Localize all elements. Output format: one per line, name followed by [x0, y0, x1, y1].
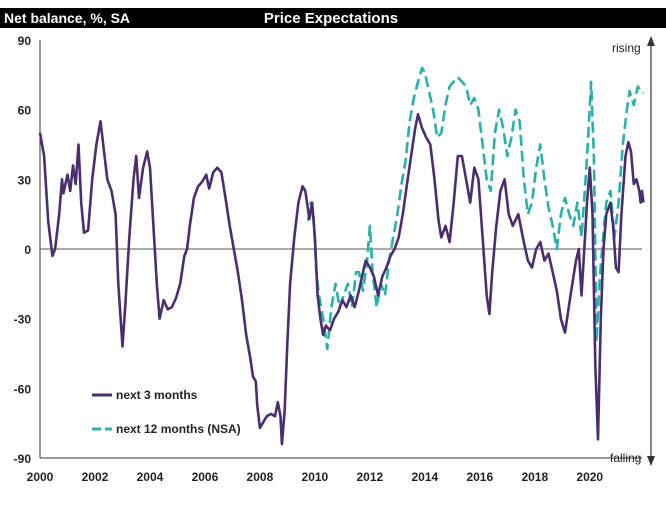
arrow-up-icon: [647, 36, 655, 46]
x-tick-label: 2004: [137, 470, 164, 484]
y-tick-label: 60: [18, 104, 32, 118]
x-tick-label: 2014: [411, 470, 438, 484]
x-tick-label: 2020: [576, 470, 603, 484]
x-tick-label: 2000: [27, 470, 54, 484]
y-tick-label: -60: [14, 382, 32, 396]
y-tick-label: -90: [14, 452, 32, 466]
x-tick-label: 2018: [521, 470, 548, 484]
annotation-rising: rising: [612, 41, 641, 55]
header-background: [0, 8, 666, 28]
legend-entry-next-3-months: next 3 months: [92, 388, 198, 402]
x-tick-label: 2012: [357, 470, 384, 484]
y-tick-labels: 90 60 30 0 -30 -60 -90: [14, 34, 32, 466]
x-tick-label: 2008: [247, 470, 274, 484]
y-tick-label: -30: [14, 313, 32, 327]
annotation-falling: falling: [610, 451, 641, 465]
x-tick-label: 2006: [192, 470, 219, 484]
unit-label: Net balance, %, SA: [4, 10, 130, 26]
chart-title: Price Expectations: [264, 10, 398, 27]
series-line-next-3-months: [38, 113, 645, 446]
x-tick-label: 2002: [82, 470, 109, 484]
legend-label-next-3-months: next 3 months: [116, 388, 198, 402]
arrow-down-icon: [647, 456, 655, 466]
y-tick-label: 90: [18, 34, 32, 48]
x-tick-label: 2010: [302, 470, 329, 484]
legend-entry-next-12-months: next 12 months (NSA): [92, 422, 241, 436]
x-tick-label: 2016: [466, 470, 493, 484]
direction-indicator: rising falling: [610, 36, 655, 466]
y-tick-label: 0: [24, 243, 31, 257]
header-bar: Net balance, %, SA Price Expectations: [0, 8, 666, 28]
legend: next 3 months next 12 months (NSA): [92, 388, 241, 436]
x-tick-labels: 2000 2002 2004 2006 2008 2010 2012 2014 2016 2018…: [27, 470, 604, 484]
y-tick-label: 30: [18, 173, 32, 187]
legend-label-next-12-months: next 12 months (NSA): [116, 422, 241, 436]
series-layer: [38, 66, 645, 446]
